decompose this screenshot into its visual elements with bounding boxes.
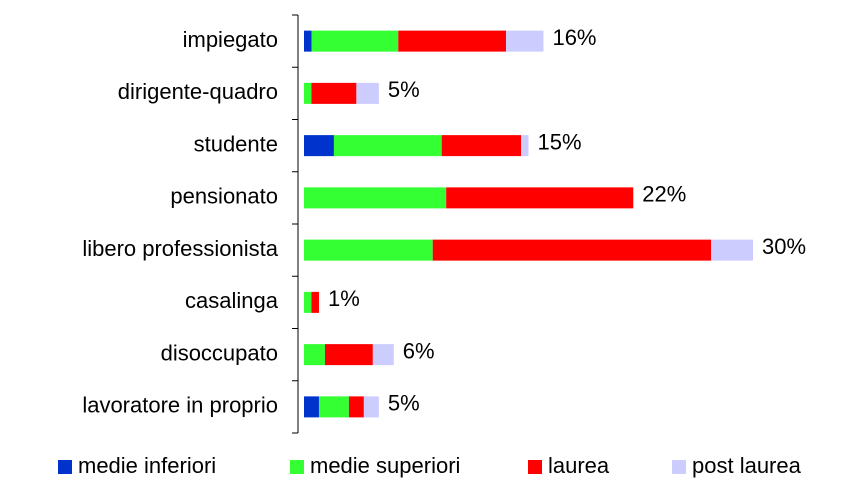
bar-segment <box>333 135 442 157</box>
bar-segment <box>356 82 379 104</box>
bar-segment <box>311 82 357 104</box>
bar-segment <box>441 135 522 157</box>
legend-label: post laurea <box>692 453 802 478</box>
bar-segment <box>318 396 349 418</box>
bar-segment <box>304 239 433 261</box>
legend-swatch <box>672 460 686 474</box>
bar-segment <box>324 344 373 366</box>
bar-segment <box>506 30 544 52</box>
bar-segment <box>446 187 634 209</box>
category-label: libero professionista <box>82 236 278 261</box>
bar-segment <box>363 396 379 418</box>
total-label: 5% <box>388 77 420 102</box>
legend-label: medie superiori <box>310 453 460 478</box>
bar-segment <box>711 239 753 261</box>
bar-segment <box>432 239 712 261</box>
legend-swatch <box>58 460 72 474</box>
bar-segment <box>304 396 319 418</box>
category-label: casalinga <box>185 288 279 313</box>
total-label: 15% <box>538 129 582 154</box>
legend-swatch <box>528 460 542 474</box>
bar-segment <box>372 344 394 366</box>
bar-segment <box>521 135 529 157</box>
bar-segment <box>398 30 507 52</box>
total-label: 6% <box>403 338 435 363</box>
legend-swatch <box>290 460 304 474</box>
total-label: 16% <box>552 25 596 50</box>
category-label: impiegato <box>183 27 278 52</box>
total-label: 5% <box>388 391 420 416</box>
legend-label: laurea <box>548 453 610 478</box>
total-label: 22% <box>642 182 686 207</box>
bar-segment <box>304 291 312 313</box>
bar-segment <box>311 291 319 313</box>
bar-segment <box>304 187 447 209</box>
bar-segment <box>304 82 312 104</box>
bar-segment <box>348 396 364 418</box>
bar-segment <box>311 30 399 52</box>
category-label: dirigente-quadro <box>118 79 278 104</box>
category-label: disoccupato <box>161 340 278 365</box>
category-label: lavoratore in proprio <box>82 393 278 418</box>
bar-segment <box>304 135 334 157</box>
total-label: 30% <box>762 234 806 259</box>
legend-label: medie inferiori <box>78 453 216 478</box>
bar-segment <box>304 344 325 366</box>
category-label: studente <box>194 131 278 156</box>
total-label: 1% <box>328 286 360 311</box>
bar-segment <box>304 30 312 52</box>
category-label: pensionato <box>170 184 278 209</box>
